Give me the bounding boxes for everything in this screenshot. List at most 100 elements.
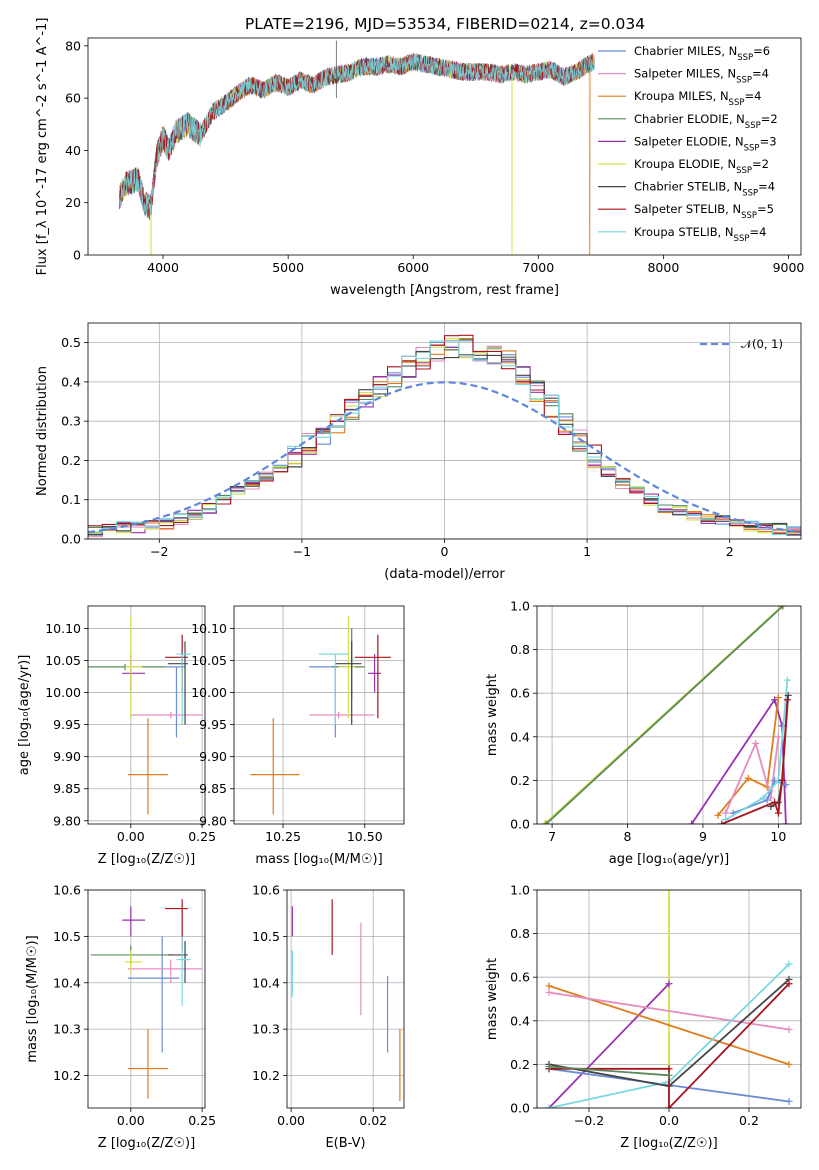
y-axis-label: Flux [f_λ 10^-17 erg cm^-2 s^-1 A^-1] (35, 18, 50, 276)
legend-entry: Salpeter MILES, NSSP=4 (634, 67, 769, 86)
y-tick-label: 0.4 (510, 729, 530, 744)
y-tick-label: 9.85 (53, 781, 81, 796)
legend-entry: 𝒩(0, 1) (741, 337, 783, 351)
x-axis-label: mass [log₁₀(M/M☉)] (255, 852, 382, 867)
x-tick-label: 10.25 (265, 829, 301, 844)
weight-line (548, 1065, 670, 1077)
y-tick-label: 10.6 (252, 883, 280, 898)
legend-value: =4 (758, 180, 775, 194)
weight-marker (778, 606, 786, 610)
y-tick-label: 10.5 (53, 929, 81, 944)
y-tick-label: 9.80 (53, 813, 81, 828)
y-tick-label: 40 (65, 143, 81, 158)
y-tick-label: 10.2 (53, 1068, 81, 1083)
y-tick-label: 10.10 (45, 621, 81, 636)
x-tick-label: 0.02 (359, 1113, 387, 1128)
y-tick-label: 0.8 (510, 926, 530, 941)
weight-line (690, 697, 787, 824)
legend-subscript: SSP (734, 234, 750, 244)
weight-line (548, 991, 790, 1031)
y-tick-label: 0.5 (61, 335, 81, 350)
y-tick-label: 0.3 (61, 414, 81, 429)
y-tick-label: 10.05 (45, 653, 81, 668)
y-tick-label: 10.00 (45, 685, 81, 700)
x-tick-label: −2 (150, 544, 168, 559)
legend-value: =2 (752, 157, 769, 171)
weight-marker (774, 809, 782, 817)
weight-marker (785, 1097, 793, 1105)
age-vs-metallicity-panel: 0.00 0.25 9.80 9.85 9.90 9.95 10.00 10.05 10.10 Z… (17, 605, 216, 867)
weight-marker (744, 774, 752, 782)
x-tick-label: 0 (441, 544, 449, 559)
weight-line (545, 606, 784, 824)
weight-marker (783, 696, 791, 704)
y-tick-label: 10.3 (252, 1022, 280, 1037)
x-tick-label: 8000 (647, 260, 679, 275)
legend-entry: Chabrier ELODIE, NSSP=2 (634, 112, 778, 131)
y-tick-label: 9.90 (53, 749, 81, 764)
x-tick-label: 0.00 (117, 829, 145, 844)
y-tick-label: 0.2 (510, 1057, 530, 1072)
x-tick-label: 0.2 (739, 1113, 759, 1128)
weight-marker (785, 960, 793, 968)
legend-entry: Kroupa STELIB, NSSP=4 (634, 225, 766, 244)
mass-weight-vs-age-panel: 7 8 9 10 0.0 0.2 0.4 0.6 0.8 1.0 age [log₁₀(age/yr… (485, 599, 802, 867)
spectrum-line (119, 54, 595, 255)
spectrum-line (119, 53, 595, 255)
weight-marker (665, 1065, 673, 1073)
weight-marker (688, 820, 696, 824)
x-tick-label: 6000 (397, 260, 429, 275)
weight-marker (722, 809, 730, 817)
x-tick-label: 0.25 (188, 829, 216, 844)
legend-entry: Kroupa MILES, NSSP=4 (634, 89, 761, 108)
weight-marker (545, 1104, 553, 1108)
weight-line (724, 736, 780, 814)
y-tick-label: 0.2 (61, 453, 81, 468)
y-axis-label: mass weight (485, 958, 500, 1040)
y-tick-label: 10.6 (53, 883, 81, 898)
y-tick-label: 80 (65, 38, 81, 53)
weight-marker (783, 676, 791, 684)
y-tick-label: 0.1 (61, 492, 81, 507)
y-tick-label: 10.05 (191, 653, 227, 668)
y-tick-label: 10.4 (53, 975, 81, 990)
x-tick-label: 10 (770, 829, 786, 844)
axes-frame (286, 889, 405, 1109)
weight-marker (763, 796, 771, 804)
axes-frame (233, 605, 405, 825)
y-tick-label: 0 (73, 248, 81, 263)
axes-frame (87, 37, 802, 256)
x-axis-label: E(B-V) (325, 1136, 365, 1151)
spectrum-panel: 4000 5000 6000 7000 8000 9000 0 20 40 60 80 wavelen… (35, 18, 804, 298)
x-tick-label: −0.2 (574, 1113, 604, 1128)
weight-marker (545, 988, 553, 996)
y-tick-label: 0.0 (510, 1101, 530, 1116)
weight-marker (665, 980, 673, 988)
legend-subscript: SSP (741, 211, 757, 221)
weight-marker (779, 606, 787, 610)
x-tick-label: 5000 (272, 260, 304, 275)
weight-marker (752, 739, 760, 747)
legend-entry: Kroupa ELODIE, NSSP=2 (634, 157, 769, 176)
weight-marker (778, 722, 786, 730)
errorbar-points (250, 615, 391, 815)
histogram-series (88, 350, 801, 536)
weight-marker (784, 691, 792, 699)
x-tick-label: 7000 (522, 260, 554, 275)
legend-subscript: SSP (742, 189, 758, 199)
y-tick-label: 9.85 (199, 781, 227, 796)
weight-lines (541, 606, 792, 824)
weight-marker (774, 733, 782, 741)
legend-subscript: SSP (744, 143, 760, 153)
y-tick-label: 10.3 (53, 1022, 81, 1037)
legend-subscript: SSP (737, 53, 753, 63)
weight-marker (665, 890, 673, 894)
mass-vs-metallicity-panel: 0.00 0.25 10.2 10.3 10.4 10.5 10.6 Z [log₁₀(Z/Z… (25, 883, 216, 1152)
weight-marker (542, 820, 550, 824)
y-axis-label: mass weight (485, 674, 500, 756)
legend-entry: Chabrier STELIB, NSSP=4 (634, 180, 775, 199)
x-tick-label: 9 (699, 829, 707, 844)
legend-subscript: SSP (736, 166, 752, 176)
y-tick-label: 9.95 (53, 717, 81, 732)
y-tick-label: 0.4 (61, 374, 81, 389)
